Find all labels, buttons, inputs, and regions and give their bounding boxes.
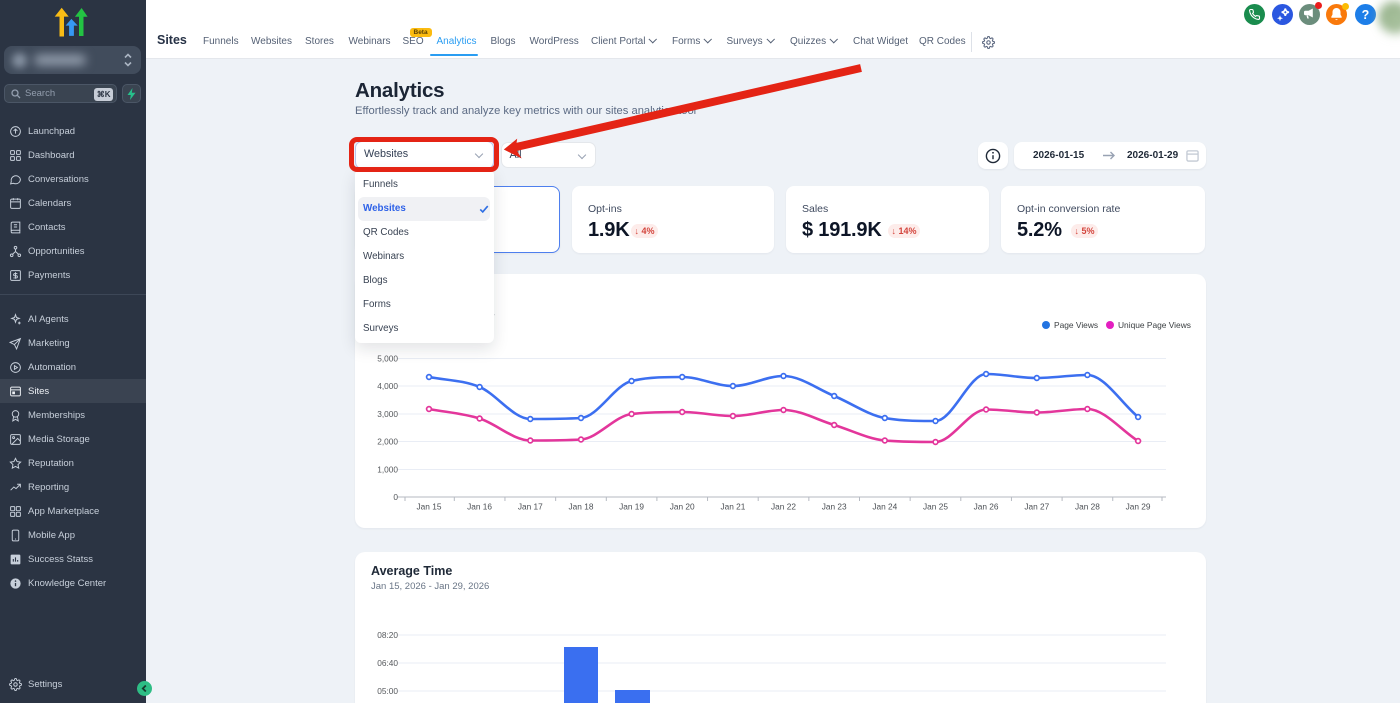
- svg-text:3,000: 3,000: [377, 409, 398, 419]
- svg-text:?: ?: [1361, 8, 1369, 22]
- svg-text:08:20: 08:20: [377, 630, 398, 640]
- svg-text:Jan 24: Jan 24: [872, 502, 897, 512]
- svg-text:Jan 23: Jan 23: [822, 502, 847, 512]
- svg-text:Jan 19: Jan 19: [619, 502, 644, 512]
- svg-text:Jan 16: Jan 16: [467, 502, 492, 512]
- svg-text:5,000: 5,000: [377, 354, 398, 364]
- svg-text:Jan 29: Jan 29: [1126, 502, 1151, 512]
- svg-text:Jan 27: Jan 27: [1024, 502, 1049, 512]
- svg-text:Jan 26: Jan 26: [974, 502, 999, 512]
- svg-text:Unique Page Views: Unique Page Views: [1118, 320, 1191, 330]
- svg-text:4,000: 4,000: [377, 381, 398, 391]
- svg-text:1,000: 1,000: [377, 465, 398, 475]
- svg-text:Jan 15: Jan 15: [417, 502, 442, 512]
- svg-text:2,000: 2,000: [377, 437, 398, 447]
- svg-text:0: 0: [393, 492, 398, 502]
- svg-text:Jan 28: Jan 28: [1075, 502, 1100, 512]
- svg-text:Jan 20: Jan 20: [670, 502, 695, 512]
- svg-text:Jan 22: Jan 22: [771, 502, 796, 512]
- svg-text:Page Views: Page Views: [1054, 320, 1098, 330]
- svg-text:Jan 25: Jan 25: [923, 502, 948, 512]
- svg-text:06:40: 06:40: [377, 658, 398, 668]
- svg-text:Jan 18: Jan 18: [569, 502, 594, 512]
- svg-text:Jan 21: Jan 21: [720, 502, 745, 512]
- svg-text:Jan 17: Jan 17: [518, 502, 543, 512]
- svg-text:05:00: 05:00: [377, 686, 398, 696]
